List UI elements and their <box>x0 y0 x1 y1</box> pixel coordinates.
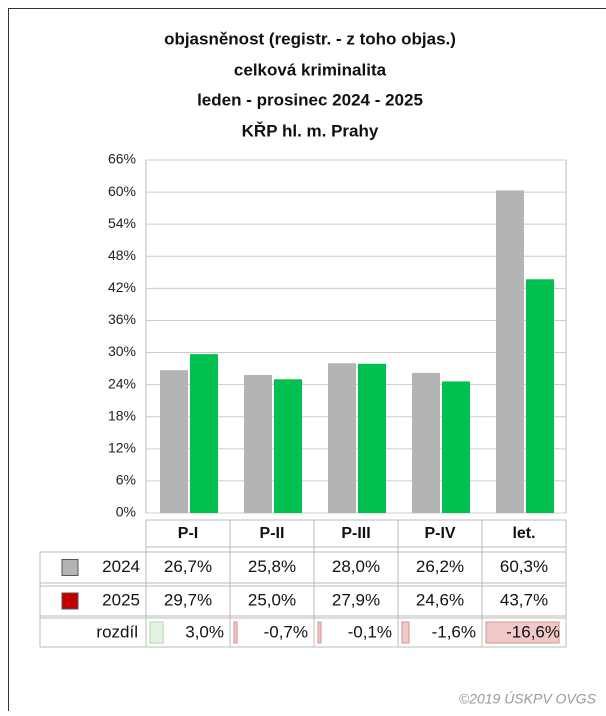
legend-swatch <box>62 593 78 609</box>
x-tick-label: P-III <box>341 525 370 542</box>
difference-bar <box>318 622 321 643</box>
value-label: 28,0% <box>332 557 380 576</box>
x-tick-label: P-IV <box>424 525 455 542</box>
y-tick-label: 0% <box>116 504 136 520</box>
value-label: 27,9% <box>332 590 380 609</box>
bar <box>442 381 470 513</box>
difference-bar <box>234 622 237 643</box>
legend-label: 2025 <box>102 590 140 609</box>
y-tick-label: 30% <box>108 343 136 359</box>
x-tick-label: P-I <box>178 525 198 542</box>
value-label: 24,6% <box>416 590 464 609</box>
chart-title: celková kriminalita <box>234 60 387 79</box>
value-label: 60,3% <box>500 557 548 576</box>
bar <box>328 363 356 513</box>
y-tick-label: 42% <box>108 279 136 295</box>
y-tick-label: 66% <box>108 151 136 167</box>
bar <box>412 373 440 513</box>
y-tick-label: 12% <box>108 440 136 456</box>
difference-bar <box>402 622 409 643</box>
y-tick-label: 18% <box>108 407 136 423</box>
bar <box>358 364 386 513</box>
bar <box>274 379 302 513</box>
legend-swatch <box>62 560 78 576</box>
difference-label: 3,0% <box>185 622 224 641</box>
y-tick-label: 48% <box>108 247 136 263</box>
x-tick-label: P-II <box>260 525 285 542</box>
bar <box>160 370 188 513</box>
x-tick-label: let. <box>512 525 535 542</box>
legend-label: 2024 <box>102 557 140 576</box>
chart-title: objasněnost (registr. - z toho objas.) <box>164 29 456 48</box>
y-tick-label: 24% <box>108 375 136 391</box>
y-tick-label: 36% <box>108 311 136 327</box>
bar <box>190 354 218 513</box>
y-tick-label: 54% <box>108 215 136 231</box>
difference-bar <box>150 622 163 643</box>
value-label: 26,7% <box>164 557 212 576</box>
difference-label: -0,7% <box>264 622 308 641</box>
bar <box>526 279 554 513</box>
value-label: 25,0% <box>248 590 296 609</box>
value-label: 43,7% <box>500 590 548 609</box>
y-tick-label: 6% <box>116 472 136 488</box>
difference-label: -0,1% <box>348 622 392 641</box>
difference-label: -1,6% <box>432 622 476 641</box>
copyright: ©2019 ÚSKPV OVGS <box>459 691 597 707</box>
chart-title: KŘP hl. m. Prahy <box>242 121 379 140</box>
value-label: 25,8% <box>248 557 296 576</box>
bar <box>496 190 524 513</box>
bar <box>244 375 272 513</box>
chart-title: leden - prosinec 2024 - 2025 <box>197 90 423 109</box>
difference-name: rozdíl <box>96 622 138 641</box>
value-label: 26,2% <box>416 557 464 576</box>
value-label: 29,7% <box>164 590 212 609</box>
y-tick-label: 60% <box>108 183 136 199</box>
difference-label: -16,6% <box>506 622 560 641</box>
